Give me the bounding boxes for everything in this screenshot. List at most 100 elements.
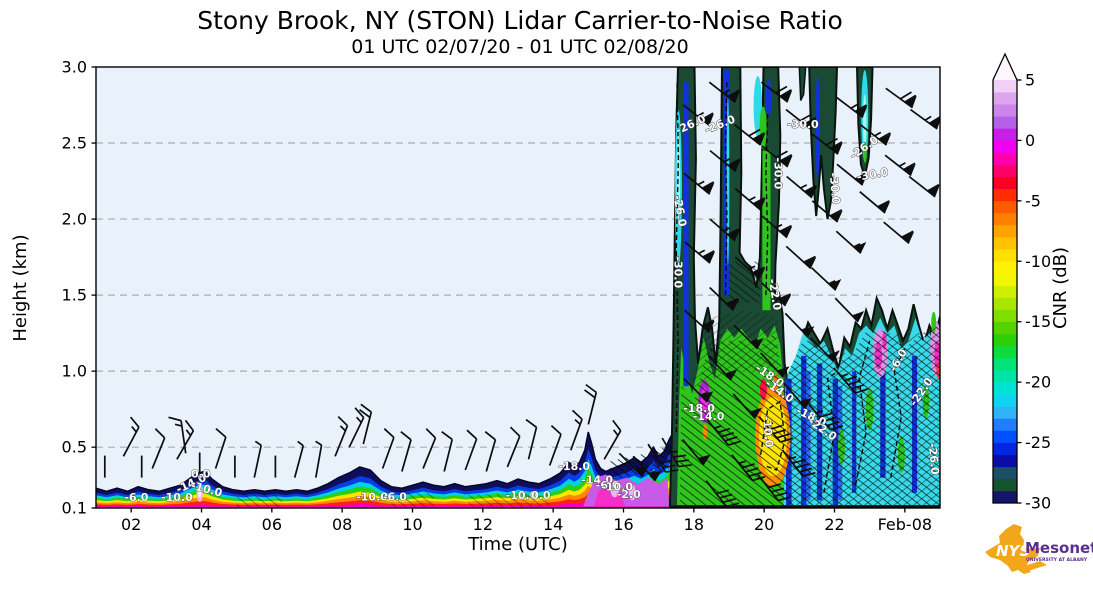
wind-barb <box>908 175 940 198</box>
x-axis-label: Time (UTC) <box>467 534 568 555</box>
wind-barb <box>757 473 791 502</box>
col5-green-dot <box>863 141 867 163</box>
colorbar-step <box>993 273 1017 286</box>
wind-barb <box>883 221 915 244</box>
plum-spot-2 <box>628 485 636 501</box>
col3-blue-head <box>765 79 772 116</box>
wind-barb <box>732 393 762 419</box>
wind-barb <box>784 312 815 338</box>
wind-barb <box>709 286 740 312</box>
contour-label: -10.0 <box>161 491 193 504</box>
wind-barb <box>760 81 793 103</box>
colorbar-step <box>993 236 1017 250</box>
colorbar-tick-label: 0 <box>1025 131 1035 150</box>
y-tick-label: 1.0 <box>62 362 87 381</box>
wind-barb <box>785 108 817 131</box>
nys-mesonet-logo: NYS Mesonet UNIVERSITY AT ALBANY <box>985 524 1093 574</box>
colorbar-label: CNR (dB) <box>1050 247 1071 329</box>
x-tick-label: 10 <box>402 515 422 534</box>
wind-barb <box>709 218 741 242</box>
wind-barb <box>570 409 583 451</box>
wind-barb <box>684 309 715 334</box>
wind-barb <box>836 96 868 118</box>
x-tick-label: 18 <box>684 515 704 534</box>
colorbar-step <box>993 357 1017 371</box>
contour-label: -26.0 <box>926 443 942 476</box>
contour-label: -30.0 <box>672 256 685 288</box>
wind-barb <box>381 428 395 469</box>
wind-barb <box>584 383 598 425</box>
colorbar-step <box>993 212 1017 226</box>
colorbar-tick-label: -30 <box>1025 494 1051 513</box>
x-tick-label: 04 <box>191 515 211 534</box>
y-axis-label: Height (km) <box>10 234 31 341</box>
y-tick-label: 0.1 <box>62 499 87 518</box>
wind-barb <box>400 431 412 472</box>
colorbar-step <box>993 393 1017 407</box>
wind-barb <box>683 378 714 403</box>
wind-barb <box>647 443 679 473</box>
colorbar-step <box>993 406 1017 419</box>
contour-label: -10.0 <box>356 490 388 503</box>
colorbar-tick-label: -25 <box>1025 433 1051 452</box>
x-tick-label: 14 <box>543 515 563 534</box>
wind-barb <box>334 415 349 457</box>
colorbar-step <box>993 333 1017 347</box>
wind-barb <box>734 188 766 211</box>
nys-state-icon <box>985 524 1040 574</box>
logo-subtitle: UNIVERSITY AT ALBANY <box>1026 557 1088 563</box>
wind-barb <box>168 416 187 454</box>
contour-label: -18.0 <box>683 402 715 415</box>
wind-barb <box>709 149 741 173</box>
contour-label: -30.0 <box>787 118 819 131</box>
colorbar-step <box>993 140 1017 153</box>
colorbar-tick-label: 5 <box>1025 71 1035 90</box>
colorbar-step <box>993 478 1017 492</box>
colorbar-step <box>993 176 1017 190</box>
colorbar-step <box>993 260 1017 274</box>
contour-label: -10.0 <box>760 415 776 448</box>
wind-barb <box>548 424 562 466</box>
col1-blue-band <box>683 82 689 387</box>
colorbar-step <box>993 490 1017 504</box>
y-tick-label: 3.0 <box>62 58 87 77</box>
hatch-p2 <box>649 444 671 478</box>
colorbar-step <box>993 418 1017 431</box>
hatch-s1 <box>236 494 283 507</box>
plum-spot-1 <box>610 482 619 498</box>
wind-barb <box>783 382 813 409</box>
wind-barb <box>706 419 742 446</box>
col3-shaft-green <box>762 150 771 311</box>
wind-barb <box>707 355 738 381</box>
x-tick-label: 22 <box>824 515 844 534</box>
col1-dash <box>675 82 680 433</box>
x-tick-label: 20 <box>754 515 774 534</box>
colorbar-step <box>993 466 1017 480</box>
colorbar-extend-triangle <box>993 54 1017 80</box>
x-tick-label: 08 <box>332 515 352 534</box>
wind-barb <box>682 104 714 126</box>
wind-barb <box>734 256 766 280</box>
contour-label: -30.0 <box>827 172 843 205</box>
colorbar-step <box>993 188 1017 202</box>
colorbar-step <box>993 345 1017 359</box>
x-tick-label: 16 <box>613 515 633 534</box>
wind-barb <box>835 230 867 254</box>
wind-barb <box>684 241 716 264</box>
core-ring <box>759 400 787 471</box>
wind-barb <box>348 407 365 448</box>
colorbar-tick-label: -20 <box>1025 373 1051 392</box>
wind-barb <box>910 108 940 130</box>
filled-contours <box>96 67 940 508</box>
wind-barb <box>422 428 437 469</box>
col2-dash <box>724 82 728 296</box>
colorbar-step <box>993 430 1017 443</box>
contour-label: -2.0 <box>617 488 641 501</box>
colorbar-step <box>993 164 1017 177</box>
wind-barb <box>708 81 740 104</box>
colorbar-step <box>993 369 1017 383</box>
contour-label: 0.0 <box>191 468 211 481</box>
y-tick-label: 2.0 <box>62 210 87 229</box>
wind-barb <box>618 452 649 478</box>
